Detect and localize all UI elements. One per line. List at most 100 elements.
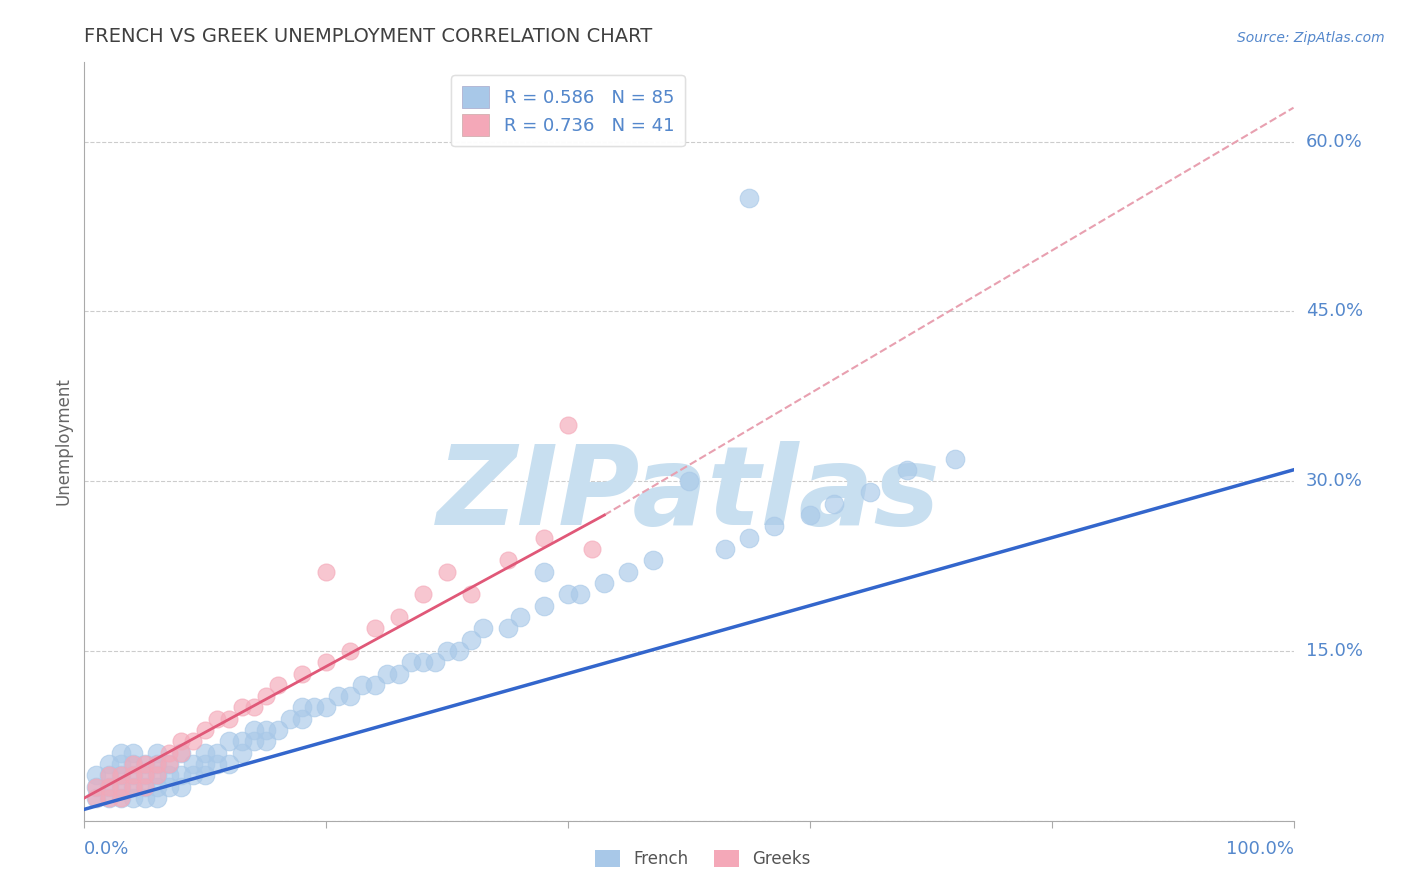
Point bbox=[593, 576, 616, 591]
Point bbox=[134, 768, 156, 782]
Point bbox=[110, 768, 132, 782]
Point bbox=[315, 565, 337, 579]
Point bbox=[110, 768, 132, 782]
Point bbox=[412, 655, 434, 669]
Point bbox=[617, 565, 640, 579]
Point bbox=[97, 768, 120, 782]
Point bbox=[254, 723, 277, 738]
Legend: R = 0.586   N = 85, R = 0.736   N = 41: R = 0.586 N = 85, R = 0.736 N = 41 bbox=[451, 75, 685, 146]
Point bbox=[678, 474, 700, 488]
Text: Source: ZipAtlas.com: Source: ZipAtlas.com bbox=[1237, 31, 1385, 45]
Point bbox=[509, 610, 531, 624]
Point bbox=[181, 734, 204, 748]
Point bbox=[110, 746, 132, 760]
Point bbox=[738, 191, 761, 205]
Point bbox=[714, 542, 737, 557]
Point bbox=[375, 666, 398, 681]
Point bbox=[86, 780, 108, 794]
Point bbox=[121, 780, 143, 794]
Point bbox=[218, 712, 240, 726]
Point bbox=[207, 712, 229, 726]
Point bbox=[267, 678, 290, 692]
Point bbox=[157, 768, 180, 782]
Point bbox=[121, 768, 143, 782]
Text: ZIPatlas: ZIPatlas bbox=[437, 442, 941, 548]
Point bbox=[472, 621, 495, 635]
Point bbox=[121, 746, 143, 760]
Point bbox=[242, 700, 264, 714]
Point bbox=[460, 632, 482, 647]
Point bbox=[412, 587, 434, 601]
Point bbox=[291, 712, 314, 726]
Point bbox=[496, 621, 519, 635]
Point bbox=[121, 757, 143, 772]
Point bbox=[110, 757, 132, 772]
Legend: French, Greeks: French, Greeks bbox=[589, 843, 817, 875]
Point bbox=[157, 757, 180, 772]
Point bbox=[121, 780, 143, 794]
Point bbox=[146, 757, 169, 772]
Point bbox=[110, 791, 132, 805]
Point bbox=[569, 587, 592, 601]
Point bbox=[157, 757, 180, 772]
Point bbox=[170, 780, 193, 794]
Point bbox=[121, 791, 143, 805]
Point bbox=[170, 746, 193, 760]
Point bbox=[86, 791, 108, 805]
Point bbox=[436, 644, 458, 658]
Text: 100.0%: 100.0% bbox=[1226, 839, 1294, 857]
Point bbox=[363, 678, 385, 692]
Point bbox=[146, 791, 169, 805]
Point bbox=[399, 655, 422, 669]
Point bbox=[134, 757, 156, 772]
Point bbox=[641, 553, 664, 567]
Point bbox=[363, 621, 385, 635]
Point bbox=[738, 531, 761, 545]
Text: FRENCH VS GREEK UNEMPLOYMENT CORRELATION CHART: FRENCH VS GREEK UNEMPLOYMENT CORRELATION… bbox=[84, 27, 652, 45]
Point bbox=[436, 565, 458, 579]
Point bbox=[533, 599, 555, 613]
Point bbox=[97, 780, 120, 794]
Point bbox=[134, 791, 156, 805]
Point bbox=[170, 746, 193, 760]
Point bbox=[291, 700, 314, 714]
Point bbox=[121, 768, 143, 782]
Point bbox=[533, 531, 555, 545]
Text: 30.0%: 30.0% bbox=[1306, 472, 1362, 490]
Point bbox=[207, 746, 229, 760]
Text: 15.0%: 15.0% bbox=[1306, 642, 1362, 660]
Point bbox=[328, 689, 350, 703]
Point bbox=[194, 757, 217, 772]
Point bbox=[86, 768, 108, 782]
Point bbox=[339, 644, 361, 658]
Point bbox=[315, 700, 337, 714]
Point bbox=[291, 666, 314, 681]
Point bbox=[97, 757, 120, 772]
Point bbox=[97, 780, 120, 794]
Point bbox=[157, 780, 180, 794]
Point bbox=[339, 689, 361, 703]
Point bbox=[194, 768, 217, 782]
Point bbox=[207, 757, 229, 772]
Point bbox=[799, 508, 821, 522]
Point bbox=[218, 734, 240, 748]
Point bbox=[86, 791, 108, 805]
Point bbox=[581, 542, 603, 557]
Point bbox=[352, 678, 374, 692]
Point bbox=[146, 780, 169, 794]
Point bbox=[449, 644, 471, 658]
Point bbox=[134, 768, 156, 782]
Text: 60.0%: 60.0% bbox=[1306, 133, 1362, 151]
Point bbox=[134, 757, 156, 772]
Point bbox=[86, 780, 108, 794]
Point bbox=[218, 757, 240, 772]
Point bbox=[896, 463, 918, 477]
Point bbox=[146, 768, 169, 782]
Point bbox=[121, 757, 143, 772]
Point bbox=[267, 723, 290, 738]
Point bbox=[146, 746, 169, 760]
Y-axis label: Unemployment: Unemployment bbox=[55, 377, 73, 506]
Point bbox=[170, 768, 193, 782]
Text: 45.0%: 45.0% bbox=[1306, 302, 1362, 320]
Point bbox=[231, 700, 253, 714]
